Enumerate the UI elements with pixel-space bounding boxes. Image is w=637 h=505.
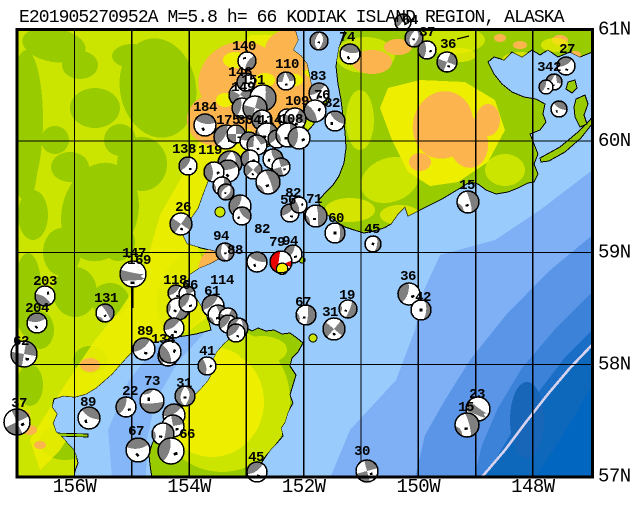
svg-text:342: 342 xyxy=(537,60,561,76)
svg-text:37: 37 xyxy=(11,396,27,412)
svg-text:67: 67 xyxy=(295,295,311,311)
svg-text:114: 114 xyxy=(258,113,282,129)
svg-text:203: 203 xyxy=(33,274,57,290)
svg-text:60N: 60N xyxy=(598,130,631,152)
svg-text:74: 74 xyxy=(339,30,355,46)
svg-text:23: 23 xyxy=(469,387,485,403)
svg-text:61: 61 xyxy=(204,284,220,300)
svg-text:36: 36 xyxy=(400,269,416,285)
svg-text:30: 30 xyxy=(354,444,370,460)
svg-text:45: 45 xyxy=(364,222,380,238)
svg-text:150W: 150W xyxy=(396,476,441,498)
svg-text:140: 140 xyxy=(232,39,256,55)
svg-text:31: 31 xyxy=(176,376,192,392)
svg-text:88: 88 xyxy=(227,243,243,259)
svg-text:15: 15 xyxy=(458,400,474,416)
svg-text:147: 147 xyxy=(122,246,146,262)
svg-text:304: 304 xyxy=(237,113,261,129)
svg-text:156W: 156W xyxy=(53,476,98,498)
svg-text:94: 94 xyxy=(282,234,298,250)
svg-text:66: 66 xyxy=(179,427,195,443)
svg-text:169: 169 xyxy=(127,253,151,269)
svg-text:26: 26 xyxy=(175,200,191,216)
svg-text:148W: 148W xyxy=(511,476,556,498)
svg-text:83: 83 xyxy=(310,69,326,85)
svg-text:E201905270952A M=5.8 h= 66 KOD: E201905270952A M=5.8 h= 66 KODIAK ISLAND… xyxy=(19,8,565,28)
svg-text:62: 62 xyxy=(13,334,29,350)
svg-text:67: 67 xyxy=(128,424,144,440)
svg-text:76: 76 xyxy=(314,88,330,104)
svg-text:71: 71 xyxy=(306,192,322,208)
svg-text:149: 149 xyxy=(231,80,255,96)
svg-text:119: 119 xyxy=(198,143,222,159)
svg-text:108: 108 xyxy=(279,112,303,128)
svg-text:27: 27 xyxy=(559,42,575,58)
svg-text:15: 15 xyxy=(459,178,475,194)
svg-text:61N: 61N xyxy=(598,19,631,41)
svg-text:138: 138 xyxy=(172,142,196,158)
svg-text:134: 134 xyxy=(151,332,175,348)
svg-text:109: 109 xyxy=(285,94,309,110)
svg-text:131: 131 xyxy=(94,291,118,307)
svg-text:175: 175 xyxy=(216,113,240,129)
svg-text:19: 19 xyxy=(339,288,355,304)
svg-text:41: 41 xyxy=(199,344,215,360)
svg-text:184: 184 xyxy=(193,100,217,116)
svg-text:89: 89 xyxy=(137,324,153,340)
svg-text:82: 82 xyxy=(324,96,340,112)
svg-text:57N: 57N xyxy=(598,466,631,488)
svg-text:64: 64 xyxy=(402,13,418,29)
svg-text:146: 146 xyxy=(228,65,252,81)
svg-text:118: 118 xyxy=(163,273,187,289)
svg-text:45: 45 xyxy=(248,450,264,466)
svg-text:82: 82 xyxy=(254,222,270,238)
svg-text:36: 36 xyxy=(440,37,456,53)
svg-text:56: 56 xyxy=(280,193,296,209)
svg-text:154W: 154W xyxy=(167,476,212,498)
svg-text:59N: 59N xyxy=(598,242,631,264)
svg-text:73: 73 xyxy=(144,374,160,390)
svg-text:94: 94 xyxy=(213,229,229,245)
svg-text:151: 151 xyxy=(241,73,265,89)
svg-text:204: 204 xyxy=(25,301,49,317)
svg-text:82: 82 xyxy=(285,186,301,202)
svg-text:110: 110 xyxy=(275,57,299,73)
svg-text:66: 66 xyxy=(182,278,198,294)
svg-text:22: 22 xyxy=(122,384,138,400)
svg-text:58N: 58N xyxy=(598,354,631,376)
svg-text:60: 60 xyxy=(328,211,344,227)
svg-text:42: 42 xyxy=(415,290,431,306)
svg-text:79: 79 xyxy=(269,235,285,251)
svg-text:114: 114 xyxy=(210,273,234,289)
svg-text:152W: 152W xyxy=(282,476,327,498)
svg-text:89: 89 xyxy=(80,395,96,411)
svg-text:31: 31 xyxy=(322,305,338,321)
